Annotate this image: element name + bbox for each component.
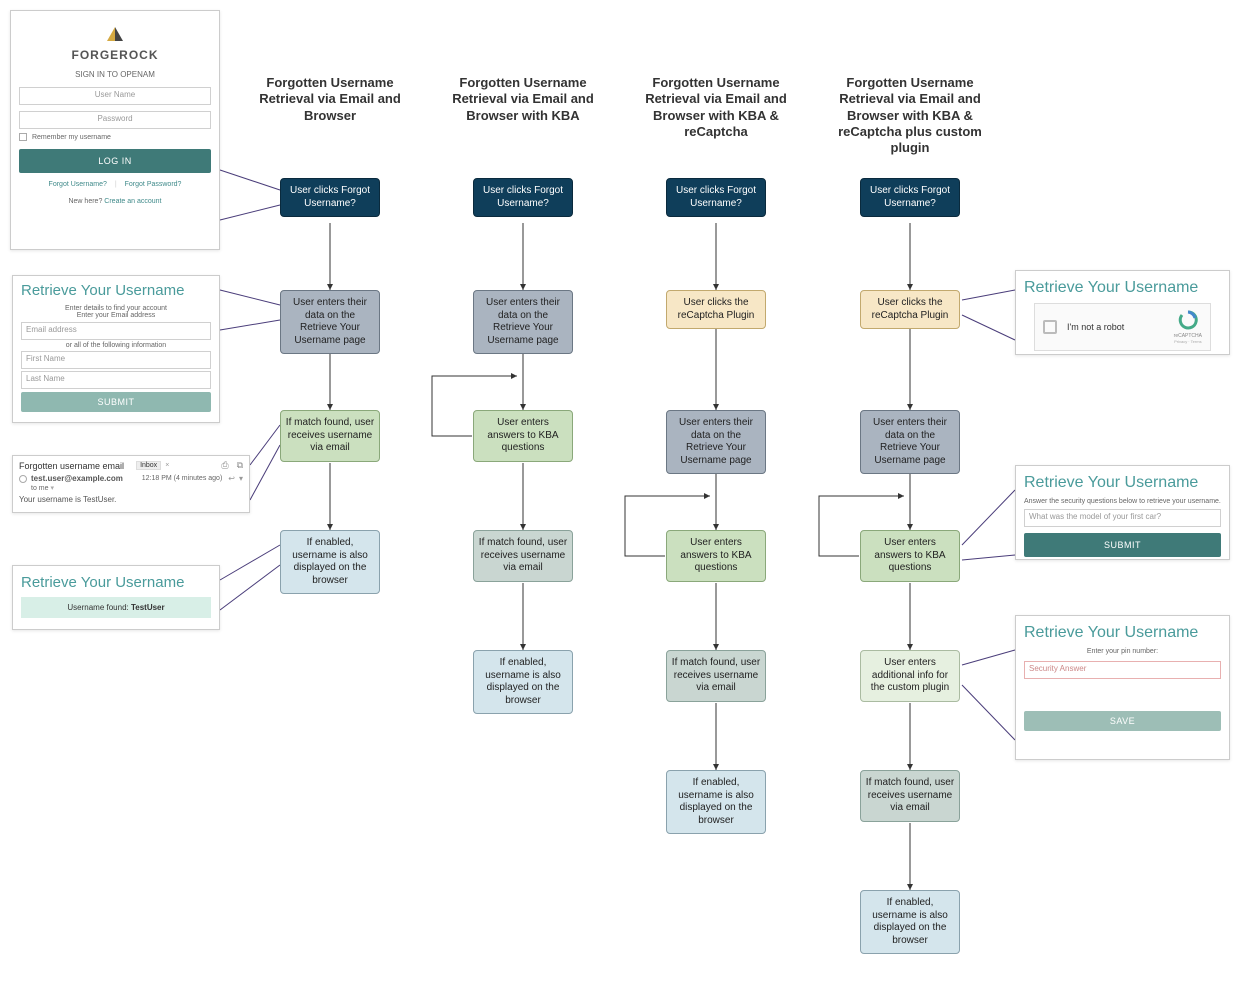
- c2-clicks: User clicks Forgot Username?: [473, 178, 573, 217]
- col3-title: Forgotten Username Retrieval via Email a…: [631, 75, 801, 140]
- save-button[interactable]: SAVE: [1024, 711, 1221, 731]
- avatar-icon: [19, 475, 27, 483]
- kba-panel: Retrieve Your Username Answer the securi…: [1015, 465, 1230, 560]
- submit-button[interactable]: SUBMIT: [21, 392, 211, 412]
- c3-recaptcha: User clicks the reCaptcha Plugin: [666, 290, 766, 329]
- c2-kba: User enters answers to KBA questions: [473, 410, 573, 462]
- custom-panel: Retrieve Your Username Enter your pin nu…: [1015, 615, 1230, 760]
- col4-title: Forgotten Username Retrieval via Email a…: [825, 75, 995, 156]
- brand-text: FORGEROCK: [19, 48, 211, 62]
- forgerock-logo: [19, 23, 211, 46]
- found-msg: Username found: TestUser: [21, 597, 211, 618]
- retrieve-sub2: Enter your Email address: [21, 312, 211, 319]
- found-title: Retrieve Your Username: [21, 574, 211, 591]
- c4-enters: User enters their data on the Retrieve Y…: [860, 410, 960, 474]
- retrieve-title: Retrieve Your Username: [21, 282, 211, 299]
- c2-match: If match found, user receives username v…: [473, 530, 573, 582]
- create-account-link[interactable]: Create an account: [104, 198, 161, 205]
- dropdown-icon[interactable]: ▾: [239, 474, 243, 483]
- c4-browser: If enabled, username is also displayed o…: [860, 890, 960, 954]
- custom-sub: Enter your pin number:: [1024, 648, 1221, 655]
- c1-clicks: User clicks Forgot Username?: [280, 178, 380, 217]
- c1-browser: If enabled, username is also displayed o…: [280, 530, 380, 594]
- found-panel: Retrieve Your Username Username found: T…: [12, 565, 220, 630]
- retrieve-form-panel: Retrieve Your Username Enter details to …: [12, 275, 220, 423]
- kba-question-input[interactable]: What was the model of your first car?: [1024, 509, 1221, 527]
- recaptcha-checkbox[interactable]: [1043, 320, 1057, 334]
- username-input[interactable]: User Name: [19, 87, 211, 105]
- c4-clicks: User clicks Forgot Username?: [860, 178, 960, 217]
- c3-browser: If enabled, username is also displayed o…: [666, 770, 766, 834]
- c2-browser: If enabled, username is also displayed o…: [473, 650, 573, 714]
- security-answer-input[interactable]: Security Answer: [1024, 661, 1221, 679]
- login-button[interactable]: LOG IN: [19, 149, 211, 173]
- kba-sub: Answer the security questions below to r…: [1024, 498, 1221, 505]
- c3-kba: User enters answers to KBA questions: [666, 530, 766, 582]
- remember-checkbox[interactable]: [19, 133, 27, 141]
- kba-title: Retrieve Your Username: [1024, 474, 1221, 492]
- popout-icon[interactable]: ⧉: [237, 460, 243, 471]
- c4-recaptcha: User clicks the reCaptcha Plugin: [860, 290, 960, 329]
- email-time: 12:18 PM (4 minutes ago): [142, 475, 223, 482]
- signin-heading: SIGN IN TO OPENAM: [19, 70, 211, 79]
- c1-match: If match found, user receives username v…: [280, 410, 380, 462]
- c4-match: If match found, user receives username v…: [860, 770, 960, 822]
- kba-submit-button[interactable]: SUBMIT: [1024, 533, 1221, 557]
- c4-kba: User enters answers to KBA questions: [860, 530, 960, 582]
- custom-title: Retrieve Your Username: [1024, 624, 1221, 642]
- email-panel: Forgotten username email Inbox × ⎙ ⧉ tes…: [12, 455, 250, 513]
- recaptcha-panel: Retrieve Your Username I'm not a robot r…: [1015, 270, 1230, 355]
- new-here-text: New here?: [68, 198, 102, 205]
- inbox-tag: Inbox: [136, 461, 161, 470]
- col2-title: Forgotten Username Retrieval via Email a…: [438, 75, 608, 124]
- retrieve-or: or all of the following information: [21, 342, 211, 349]
- c3-match: If match found, user receives username v…: [666, 650, 766, 702]
- email-from: test.user@example.com: [31, 474, 123, 483]
- c4-custom: User enters additional info for the cust…: [860, 650, 960, 702]
- firstname-input[interactable]: First Name: [21, 351, 211, 369]
- lastname-input[interactable]: Last Name: [21, 371, 211, 389]
- c3-clicks: User clicks Forgot Username?: [666, 178, 766, 217]
- login-panel: FORGEROCK SIGN IN TO OPENAM User Name Pa…: [10, 10, 220, 250]
- c3-enters: User enters their data on the Retrieve Y…: [666, 410, 766, 474]
- email-subject: Forgotten username email: [19, 461, 124, 471]
- c2-enters: User enters their data on the Retrieve Y…: [473, 290, 573, 354]
- recaptcha-title: Retrieve Your Username: [1024, 279, 1221, 297]
- recaptcha-icon: [1178, 310, 1198, 330]
- print-icon[interactable]: ⎙: [221, 460, 228, 471]
- remember-label: Remember my username: [32, 134, 111, 141]
- email-body: Your username is TestUser.: [19, 495, 243, 504]
- reply-icon[interactable]: ↩: [228, 474, 235, 483]
- forgot-password-link[interactable]: Forgot Password?: [125, 181, 182, 188]
- forgot-username-link[interactable]: Forgot Username?: [49, 181, 107, 188]
- retrieve-sub1: Enter details to find your account: [21, 305, 211, 312]
- email-to: to me ▾: [31, 484, 243, 492]
- col1-title: Forgotten Username Retrieval via Email a…: [245, 75, 415, 124]
- c1-enters: User enters their data on the Retrieve Y…: [280, 290, 380, 354]
- password-input[interactable]: Password: [19, 111, 211, 129]
- recaptcha-label: I'm not a robot: [1067, 322, 1174, 332]
- email-input[interactable]: Email address: [21, 322, 211, 340]
